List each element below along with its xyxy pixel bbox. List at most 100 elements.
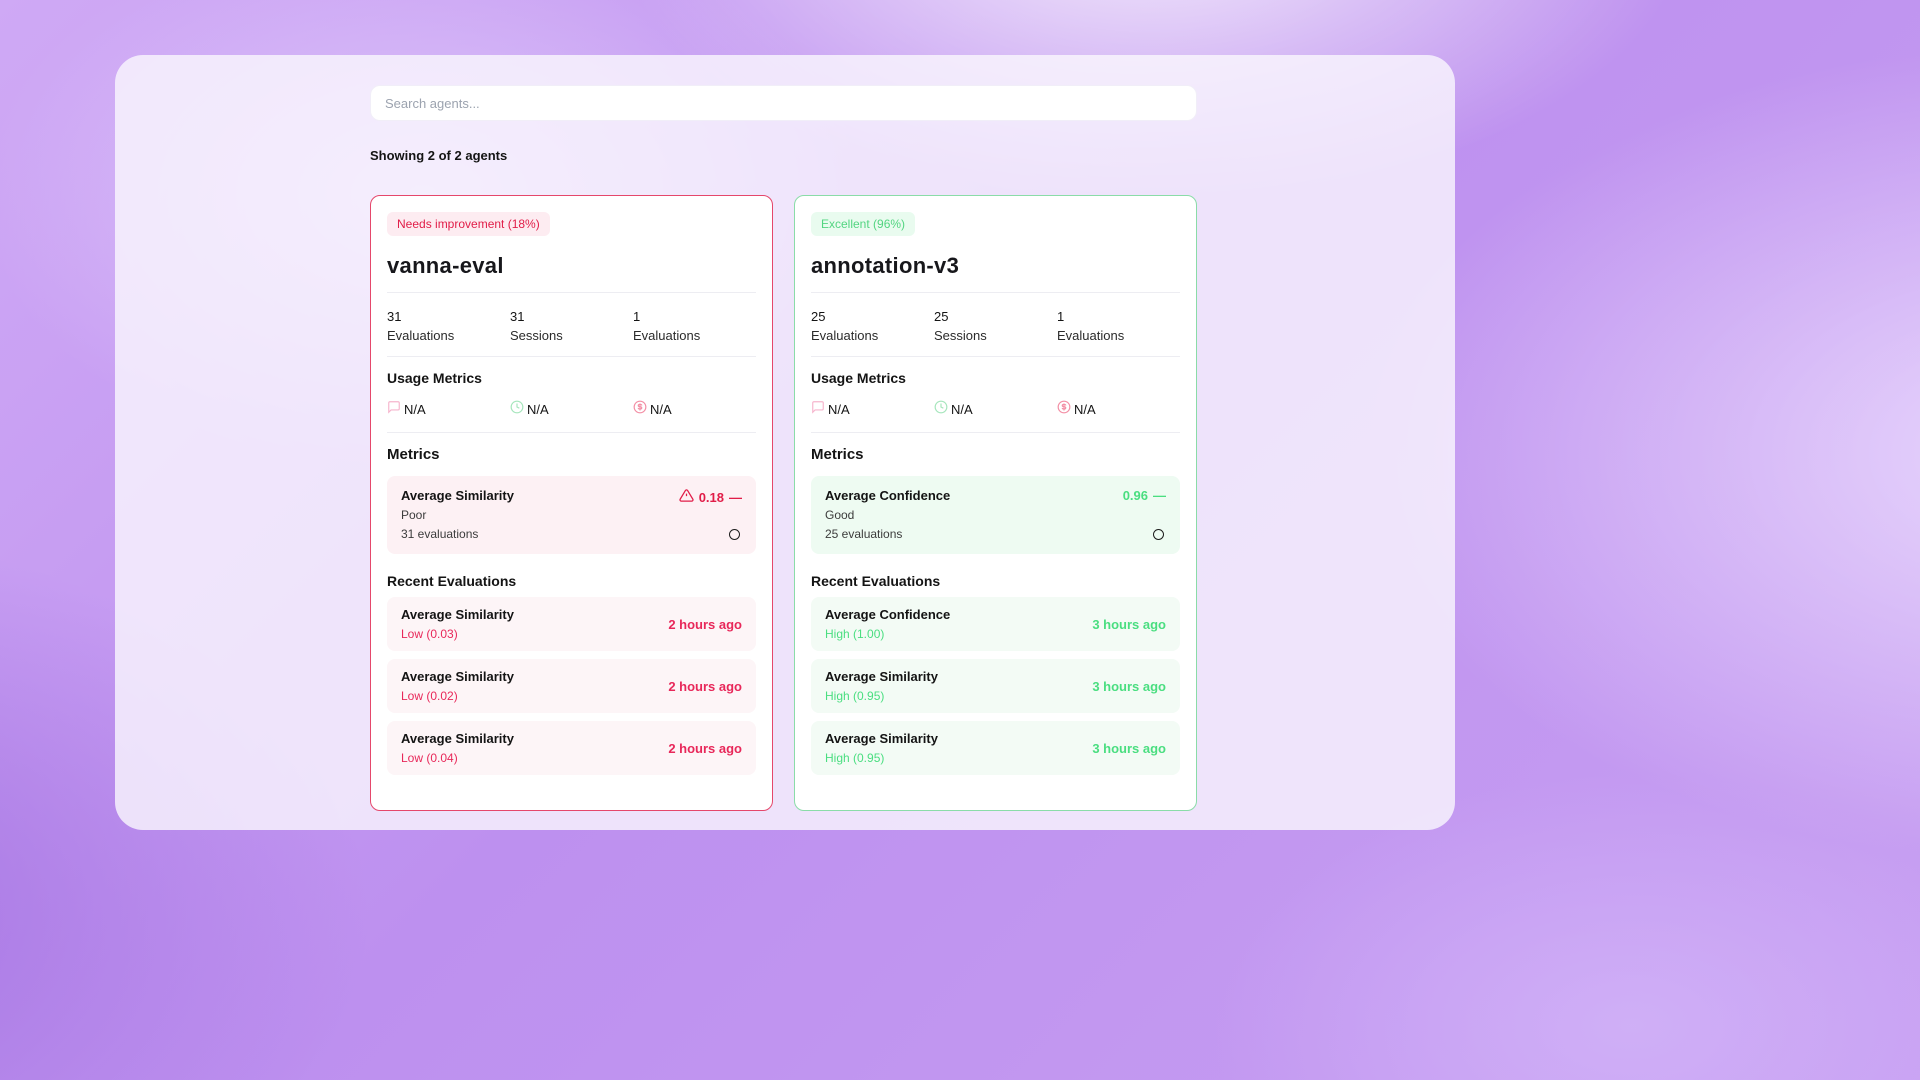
usage-cost: N/A — [1057, 400, 1180, 419]
recent-left: Average Similarity Low (0.04) — [401, 731, 514, 765]
agents-count-summary: Showing 2 of 2 agents — [370, 148, 508, 163]
agents-panel: Showing 2 of 2 agents Needs improvement … — [115, 55, 1455, 830]
metric-score: 0.96 — — [1123, 488, 1166, 503]
stat-value: 25 — [811, 309, 826, 324]
metric-quality: Poor — [401, 508, 427, 522]
divider — [811, 432, 1180, 433]
usage-metrics-heading: Usage Metrics — [387, 370, 482, 386]
stat-value: 31 — [387, 309, 402, 324]
agent-card-annotation-v3[interactable]: Excellent (96%) annotation-v3 25 Evaluat… — [794, 195, 1197, 811]
metric-trend: — — [1153, 488, 1166, 503]
usage-tokens: N/A — [387, 400, 510, 419]
recent-time: 2 hours ago — [668, 678, 742, 694]
metrics-heading: Metrics — [387, 446, 440, 463]
metric-summary-card[interactable]: Average Confidence Good 25 evaluations 0… — [811, 476, 1180, 554]
divider — [811, 356, 1180, 357]
divider — [387, 432, 756, 433]
agent-cards: Needs improvement (18%) vanna-eval 31 Ev… — [370, 195, 1197, 811]
recent-left: Average Confidence High (1.00) — [825, 607, 950, 641]
message-icon — [387, 400, 401, 419]
usage-latency: N/A — [510, 400, 633, 419]
stat-evaluations-2: 1 Evaluations — [1057, 309, 1180, 343]
metric-name: Average Confidence — [825, 488, 951, 503]
divider — [811, 292, 1180, 293]
recent-evaluation-row[interactable]: Average Confidence High (1.00) 3 hours a… — [811, 597, 1180, 651]
usage-value: N/A — [527, 402, 549, 417]
recent-result: High (0.95) — [825, 751, 885, 765]
usage-latency: N/A — [934, 400, 1057, 419]
recent-time: 3 hours ago — [1092, 740, 1166, 756]
usage-row: N/A N/A N/A — [387, 400, 756, 419]
dollar-icon — [633, 400, 647, 419]
usage-tokens: N/A — [811, 400, 934, 419]
stat-label: Sessions — [510, 328, 563, 343]
status-badge: Needs improvement (18%) — [387, 212, 550, 236]
metric-summary-card[interactable]: Average Similarity Poor 31 evaluations 0… — [387, 476, 756, 554]
divider — [387, 356, 756, 357]
metric-quality: Good — [825, 508, 855, 522]
metric-name: Average Similarity — [401, 488, 514, 503]
search-input[interactable] — [370, 85, 1197, 121]
recent-name: Average Similarity — [401, 669, 514, 684]
recent-left: Average Similarity High (0.95) — [825, 731, 938, 765]
recent-evaluation-row[interactable]: Average Similarity High (0.95) 3 hours a… — [811, 659, 1180, 713]
dollar-icon — [1057, 400, 1071, 419]
stat-evaluations: 25 Evaluations — [811, 309, 934, 343]
recent-left: Average Similarity Low (0.03) — [401, 607, 514, 641]
recent-evaluation-row[interactable]: Average Similarity Low (0.04) 2 hours ag… — [387, 721, 756, 775]
message-icon — [811, 400, 825, 419]
stat-label: Sessions — [934, 328, 987, 343]
recent-time: 3 hours ago — [1092, 616, 1166, 632]
stat-sessions: 31 Sessions — [510, 309, 633, 343]
recent-evaluation-row[interactable]: Average Similarity Low (0.02) 2 hours ag… — [387, 659, 756, 713]
metrics-heading: Metrics — [811, 446, 864, 463]
agent-card-vanna-eval[interactable]: Needs improvement (18%) vanna-eval 31 Ev… — [370, 195, 773, 811]
circle-icon — [1153, 529, 1164, 540]
circle-icon — [729, 529, 740, 540]
recent-name: Average Similarity — [825, 731, 938, 746]
stat-label: Evaluations — [387, 328, 455, 343]
agent-name: annotation-v3 — [811, 253, 960, 278]
stat-value: 25 — [934, 309, 949, 324]
recent-name: Average Similarity — [825, 669, 938, 684]
divider — [387, 292, 756, 293]
usage-value: N/A — [951, 402, 973, 417]
stat-evaluations-2: 1 Evaluations — [633, 309, 756, 343]
stat-value: 1 — [633, 309, 641, 324]
usage-value: N/A — [1074, 402, 1096, 417]
recent-left: Average Similarity Low (0.02) — [401, 669, 514, 703]
stat-sessions: 25 Sessions — [934, 309, 1057, 343]
metric-score-value: 0.96 — [1122, 488, 1148, 503]
stat-value: 31 — [510, 309, 525, 324]
recent-result: High (0.95) — [825, 689, 885, 703]
clock-icon — [934, 400, 948, 419]
recent-time: 2 hours ago — [668, 740, 742, 756]
recent-evaluations-heading: Recent Evaluations — [387, 573, 517, 589]
recent-time: 3 hours ago — [1092, 678, 1166, 694]
recent-name: Average Similarity — [401, 731, 514, 746]
agents-content: Showing 2 of 2 agents Needs improvement … — [370, 85, 1197, 811]
usage-value: N/A — [650, 402, 672, 417]
stats-row: 25 Evaluations 25 Sessions 1 Evaluations — [811, 309, 1180, 343]
recent-time: 2 hours ago — [668, 616, 742, 632]
metric-score: 0.18 — — [679, 488, 742, 506]
stat-label: Evaluations — [1057, 328, 1125, 343]
recent-result: Low (0.04) — [401, 751, 458, 765]
recent-evaluation-row[interactable]: Average Similarity High (0.95) 3 hours a… — [811, 721, 1180, 775]
recent-left: Average Similarity High (0.95) — [825, 669, 938, 703]
usage-metrics-heading: Usage Metrics — [811, 370, 906, 386]
stat-value: 1 — [1057, 309, 1065, 324]
stat-label: Evaluations — [811, 328, 879, 343]
warning-icon — [679, 488, 694, 506]
usage-row: N/A N/A N/A — [811, 400, 1180, 419]
metric-trend: — — [729, 489, 742, 505]
recent-evaluation-row[interactable]: Average Similarity Low (0.03) 2 hours ag… — [387, 597, 756, 651]
recent-result: Low (0.02) — [401, 689, 458, 703]
metric-score-value: 0.18 — [698, 489, 724, 505]
stats-row: 31 Evaluations 31 Sessions 1 Evaluations — [387, 309, 756, 343]
metric-count: 31 evaluations — [401, 527, 479, 541]
agent-name: vanna-eval — [387, 253, 504, 278]
usage-value: N/A — [828, 402, 850, 417]
usage-value: N/A — [404, 402, 426, 417]
recent-evaluations-heading: Recent Evaluations — [811, 573, 941, 589]
